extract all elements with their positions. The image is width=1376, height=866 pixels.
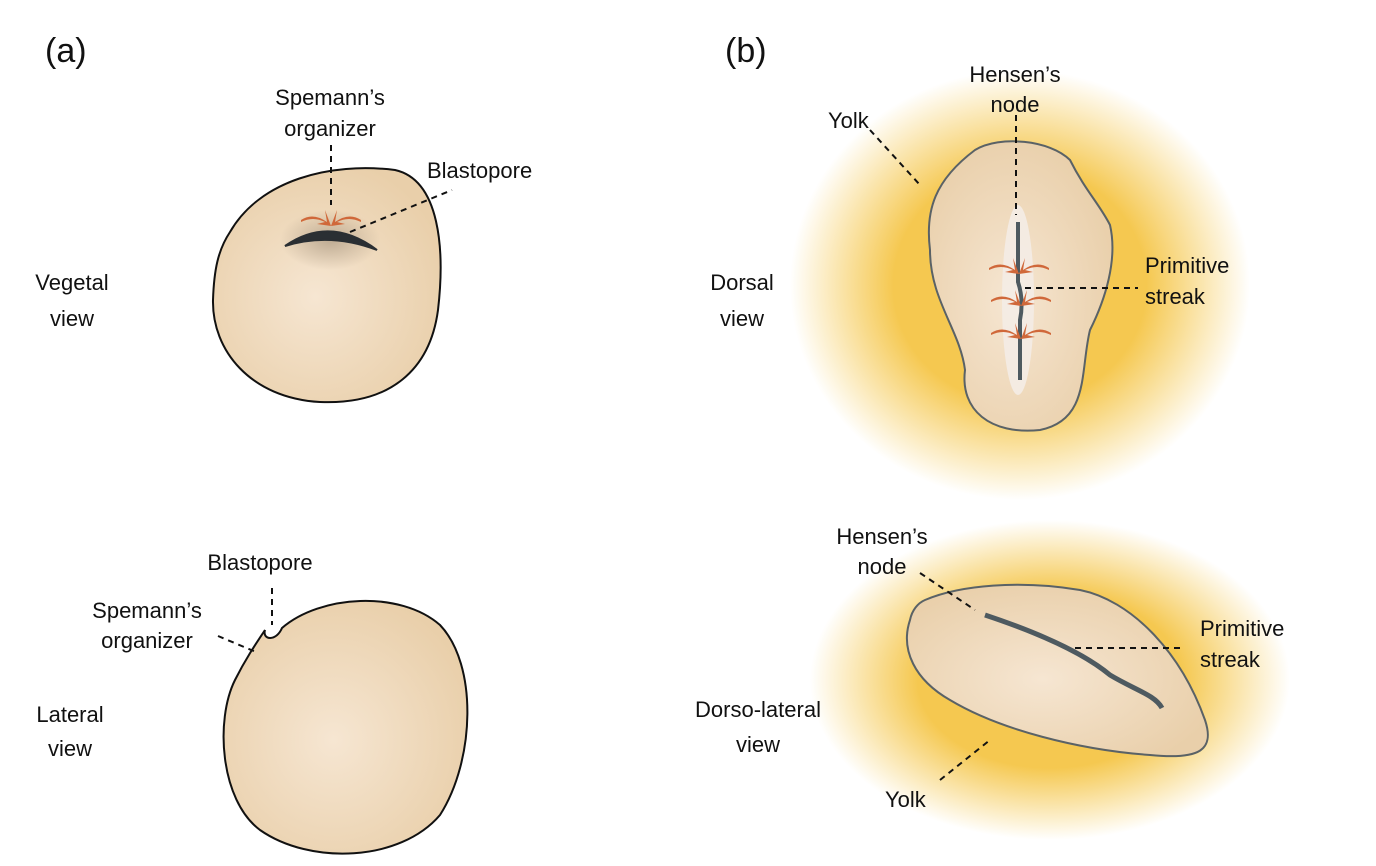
dorsolateral-view-embryo (810, 520, 1290, 840)
primitive-streak (1016, 222, 1024, 380)
dorsal-node-label-2: node (991, 92, 1040, 117)
dorsolateral-view-label-2: view (736, 732, 780, 757)
dorsal-view-label-2: view (720, 306, 764, 331)
dorsolateral-streak-label-2: streak (1200, 647, 1261, 672)
dorsal-streak-label-1: Primitive (1145, 253, 1229, 278)
dorsal-streak-label-2: streak (1145, 284, 1206, 309)
lateral-blastopore-label: Blastopore (207, 550, 312, 575)
dorsolateral-streak-label-1: Primitive (1200, 616, 1284, 641)
lateral-view-label-2: view (48, 736, 92, 761)
dorsal-view-label-1: Dorsal (710, 270, 774, 295)
dorsolateral-node-label-1: Hensen’s (836, 524, 927, 549)
lateral-organizer-label-2: organizer (101, 628, 193, 653)
dorsal-yolk-label: Yolk (828, 108, 870, 133)
vegetal-view-label-2: view (50, 306, 94, 331)
primitive-streak (984, 612, 1165, 710)
dorsal-node-label-1: Hensen’s (969, 62, 1060, 87)
vegetal-organizer-label-1: Spemann’s (275, 85, 385, 110)
lateral-view-embryo (217, 588, 469, 855)
panel-label-b: (b) (725, 32, 767, 70)
dorsal-view-embryo (790, 70, 1250, 500)
blastopore-icon (284, 230, 378, 251)
panel-label-a: (a) (45, 32, 87, 70)
dorsolateral-view-label-1: Dorso-lateral (695, 697, 821, 722)
vegetal-blastopore-label: Blastopore (427, 158, 532, 183)
vegetal-view-label-1: Vegetal (35, 270, 108, 295)
vegetal-view-embryo (211, 145, 453, 404)
vegetal-organizer-label-2: organizer (284, 116, 376, 141)
dorsolateral-yolk-label: Yolk (885, 787, 927, 812)
dorsolateral-node-label-2: node (858, 554, 907, 579)
lateral-organizer-label-1: Spemann’s (92, 598, 202, 623)
lateral-view-label-1: Lateral (36, 702, 103, 727)
